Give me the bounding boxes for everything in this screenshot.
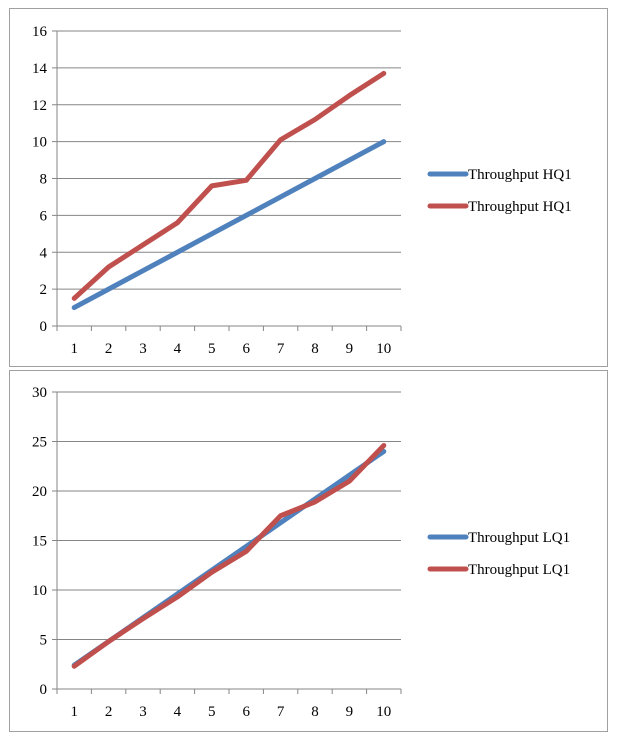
x-tick-label: 2 [105,341,113,357]
legend: Throughput LQ1 Throughput LQ1 [427,530,570,578]
x-tick-label: 4 [174,341,182,357]
legend-label: Throughput HQ1 [468,167,572,183]
x-tick-label: 1 [70,704,78,720]
x-tick-label: 1 [70,341,78,357]
y-tick-label: 5 [40,633,48,649]
x-tick-label: 6 [242,341,250,357]
y-tick-label: 20 [32,484,47,500]
legend: Throughput HQ1 Throughput HQ1 [427,167,572,215]
x-tick-label: 9 [346,704,354,720]
x-tick-label: 5 [208,341,216,357]
y-tick-label: 25 [32,435,47,451]
x-tick-label: 3 [139,341,147,357]
y-tick-label: 0 [40,682,48,698]
y-tick-label: 14 [32,61,48,77]
y-tick-label: 12 [32,98,47,114]
x-tick-label: 7 [277,341,285,357]
y-tick-label: 15 [32,534,47,550]
chart-panel-bottom: 0 5 10 15 20 25 30 1 2 3 4 5 6 7 8 9 10 Throughput LQ1 Thr… [9,370,608,732]
x-tick-label: 8 [311,341,319,357]
series-line-blue [71,139,387,311]
x-tick-label: 10 [376,704,391,720]
y-tick-label: 10 [32,135,47,151]
y-tick-label: 10 [32,583,47,599]
x-tick-label: 2 [105,704,113,720]
series-line-red [71,70,387,301]
x-tick-label: 10 [376,341,391,357]
x-tick-label: 6 [242,704,250,720]
x-tick-label: 8 [311,704,319,720]
chart-panel-top: 0 2 4 6 8 10 12 14 16 1 2 3 4 5 6 7 8 9 10 Throughput HQ1 Th… [9,8,608,367]
x-tick-label: 5 [208,704,216,720]
y-tick-label: 6 [40,208,48,224]
y-tick-label: 4 [40,245,48,261]
y-tick-label: 8 [40,172,48,188]
legend-label: Throughput LQ1 [468,562,570,578]
x-tick-label: 7 [277,704,285,720]
y-tick-label: 0 [40,319,48,335]
x-tick-label: 9 [346,341,354,357]
series-line-red [71,442,387,669]
x-tick-label: 4 [174,704,182,720]
y-tick-label: 30 [32,385,47,401]
x-tick-label: 3 [139,704,147,720]
legend-label: Throughput LQ1 [468,530,570,546]
y-tick-label: 2 [40,282,48,298]
y-tick-label: 16 [32,24,48,40]
legend-label: Throughput HQ1 [468,199,572,215]
